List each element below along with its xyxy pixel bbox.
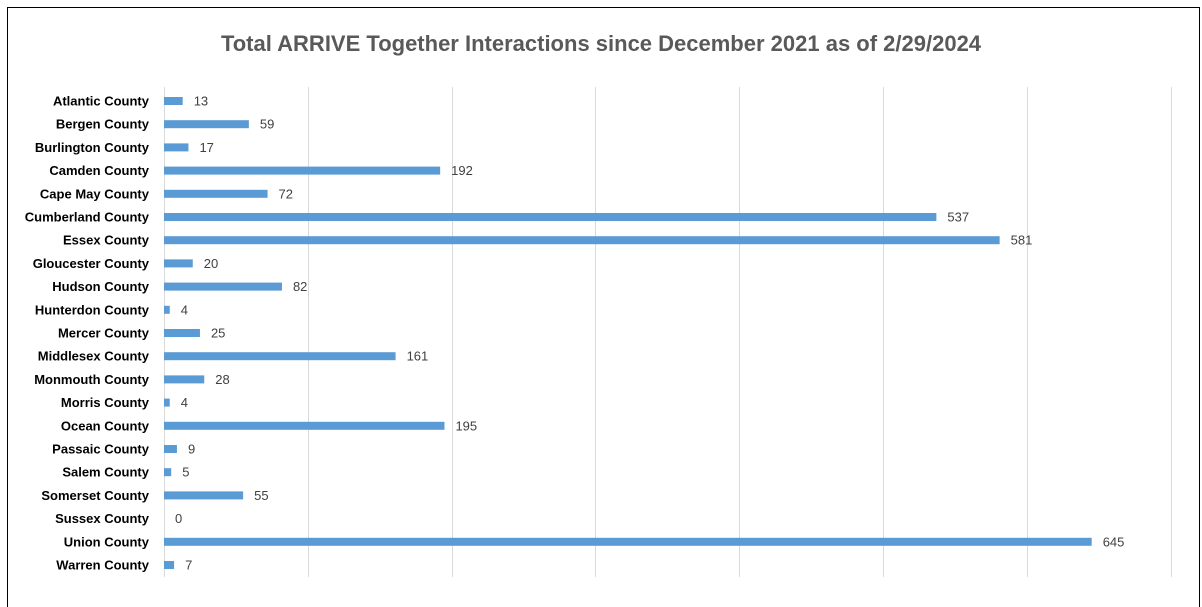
category-label: Bergen County: [56, 117, 150, 132]
category-label: Morris County: [61, 395, 150, 410]
bar: [164, 259, 193, 268]
data-label: 25: [211, 326, 225, 341]
data-label: 192: [451, 163, 473, 178]
data-label: 581: [1011, 233, 1033, 248]
bar: [164, 398, 170, 407]
bar: [164, 491, 244, 500]
bar: [164, 561, 175, 569]
data-label: 82: [293, 279, 307, 294]
chart-frame: [7, 7, 1200, 607]
category-label: Monmouth County: [34, 372, 150, 387]
bar: [164, 375, 205, 384]
category-label: Hunterdon County: [35, 302, 150, 317]
data-label: 20: [204, 256, 218, 271]
data-label: 28: [215, 372, 229, 387]
category-label: Ocean County: [61, 418, 150, 433]
data-label: 5: [182, 465, 189, 480]
data-label: 195: [455, 418, 477, 433]
data-label: 161: [407, 349, 429, 364]
bars: [164, 97, 1092, 569]
category-label: Cape May County: [40, 186, 150, 201]
bar: [164, 236, 1000, 245]
category-label: Essex County: [63, 233, 150, 248]
data-label: 59: [260, 117, 274, 132]
data-label: 55: [254, 488, 268, 503]
data-label: 9: [188, 442, 195, 457]
gridlines: [164, 87, 1172, 577]
bar: [164, 213, 937, 221]
category-label: Somerset County: [41, 488, 149, 503]
data-label: 0: [175, 511, 182, 526]
category-label: Camden County: [49, 163, 149, 178]
data-label: 72: [279, 186, 293, 201]
category-label: Gloucester County: [33, 256, 150, 271]
category-label: Mercer County: [58, 326, 150, 341]
bar: [164, 166, 441, 175]
bar: [164, 537, 1092, 546]
bar: [164, 305, 170, 314]
bar: [164, 189, 268, 198]
bar: [164, 352, 396, 361]
category-label: Hudson County: [52, 279, 150, 294]
category-label: Burlington County: [35, 140, 150, 155]
data-label: 7: [185, 558, 192, 573]
chart-title: Total ARRIVE Together Interactions since…: [220, 31, 982, 56]
category-labels: Atlantic County Bergen County Burlington C…: [25, 94, 150, 573]
category-label: Middlesex County: [38, 349, 150, 364]
category-label: Atlantic County: [53, 94, 150, 109]
category-label: Cumberland County: [25, 210, 150, 225]
category-label: Passaic County: [52, 442, 150, 457]
bar: [164, 282, 282, 291]
data-label: 645: [1103, 534, 1125, 549]
bar: [164, 120, 249, 129]
category-label: Warren County: [56, 558, 149, 573]
data-label: 17: [199, 140, 213, 155]
data-label: 4: [181, 395, 188, 410]
bar: [164, 445, 177, 453]
bar: [164, 97, 183, 105]
category-label: Sussex County: [55, 511, 150, 526]
category-label: Salem County: [62, 465, 149, 480]
category-label: Union County: [64, 534, 150, 549]
data-labels: 1359171927253758120824251612841959555064…: [175, 94, 1124, 573]
data-label: 537: [947, 210, 969, 225]
bar: [164, 468, 172, 477]
data-label: 13: [194, 94, 208, 109]
bar: [164, 143, 189, 152]
bar: [164, 421, 445, 430]
bar: [164, 329, 200, 337]
data-label: 4: [181, 302, 188, 317]
